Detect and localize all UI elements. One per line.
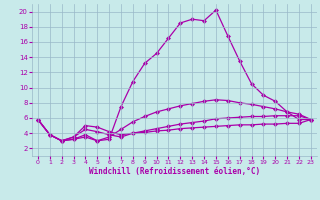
X-axis label: Windchill (Refroidissement éolien,°C): Windchill (Refroidissement éolien,°C) — [89, 167, 260, 176]
